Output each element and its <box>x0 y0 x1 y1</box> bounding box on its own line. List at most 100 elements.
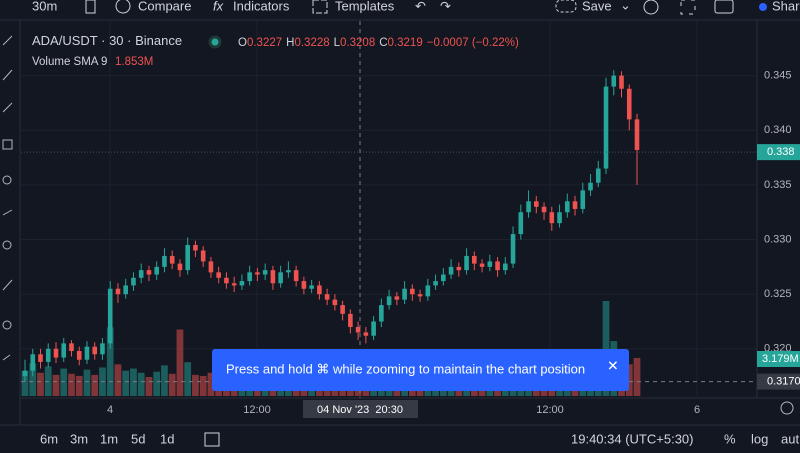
candle-body <box>503 263 508 271</box>
candle-icon[interactable] <box>85 0 96 14</box>
interval-button[interactable]: 30m <box>32 0 57 13</box>
candle-body <box>371 321 376 336</box>
scale-button[interactable]: log <box>751 431 768 446</box>
candle-body <box>293 270 299 282</box>
save-menu[interactable]: ⌄ <box>620 0 631 12</box>
date-range-icon <box>204 432 220 447</box>
range-button[interactable]: 6m <box>40 431 58 446</box>
last-price-label: 0.338 <box>767 146 795 158</box>
candle-body <box>123 285 129 295</box>
candle-body <box>526 201 531 213</box>
ohlc-label: O <box>238 37 247 49</box>
volume-bar <box>176 329 184 396</box>
candle-body <box>533 201 539 207</box>
volume-bar <box>137 372 145 396</box>
candle-body <box>262 270 268 275</box>
share-dot <box>759 3 767 11</box>
candle-body <box>185 245 190 271</box>
indicators-icon[interactable]: fx <box>213 0 224 13</box>
time-tick-label: 12:00 <box>243 404 271 416</box>
candle-body <box>255 272 260 275</box>
candle-body <box>417 294 423 297</box>
undo-button[interactable]: ↶ <box>415 0 426 13</box>
indicators-button[interactable]: Indicators <box>233 0 290 13</box>
volume-bar <box>207 372 215 396</box>
ohlc-change: −0.0007 (−0.22%) <box>427 37 519 49</box>
volume-bar <box>29 363 37 396</box>
volume-bar <box>153 371 161 396</box>
range-button[interactable]: 5d <box>131 431 145 446</box>
candle-body <box>448 266 454 275</box>
templates-icon[interactable] <box>312 0 328 14</box>
volume-bar <box>625 364 633 396</box>
redo-button[interactable]: ↷ <box>440 0 451 13</box>
price-tick-label: 0.325 <box>764 288 792 300</box>
scale-button[interactable]: % <box>724 431 736 446</box>
save-button[interactable]: Save <box>582 0 612 13</box>
volume-badge <box>757 351 800 367</box>
toast-close[interactable]: ✕ <box>607 358 619 374</box>
legend-symbol: 30 <box>109 33 123 48</box>
candle-body <box>107 288 113 344</box>
time-tick-label: 6 <box>694 404 700 416</box>
ohlc-label: H <box>286 37 294 49</box>
candle-body <box>394 296 400 300</box>
legend-symbol: Binance <box>135 33 182 48</box>
volume-bar <box>168 373 176 396</box>
candle-body <box>162 255 167 267</box>
snapshot-icon[interactable] <box>714 0 734 14</box>
templates-button[interactable]: Templates <box>335 0 395 13</box>
cloud-icon[interactable] <box>555 0 577 13</box>
candle-body <box>580 190 586 209</box>
price-tick-label: 0.345 <box>764 70 792 82</box>
candle-body <box>588 182 593 191</box>
compare-icon[interactable] <box>115 0 131 14</box>
volume-legend-label: Volume SMA 9 <box>32 56 107 68</box>
volume-bar <box>52 374 60 396</box>
volume-bar <box>60 368 68 396</box>
top-toolbar <box>0 0 800 20</box>
volume-bar <box>199 375 207 396</box>
volume-bar <box>106 327 114 396</box>
crosshair-price-label: 0.3170 <box>767 376 800 388</box>
candle-body <box>270 270 276 284</box>
candle-body <box>224 277 229 284</box>
candle-body <box>634 119 640 150</box>
candle-body <box>456 266 462 271</box>
candle-body <box>309 285 314 289</box>
candle-body <box>177 263 183 271</box>
candle-body <box>92 346 98 355</box>
range-button[interactable]: 3m <box>70 431 88 446</box>
ohlc-label: L <box>334 37 341 49</box>
scale-button[interactable]: aut <box>781 431 799 446</box>
volume-bar <box>37 372 44 396</box>
candle-body <box>479 263 485 267</box>
legend-symbol: ADA/USDT <box>32 33 98 48</box>
candle-body <box>425 285 431 297</box>
candle-body <box>278 272 283 284</box>
volume-bar <box>91 374 99 396</box>
candle-body <box>239 281 245 286</box>
fullscreen-icon[interactable] <box>680 0 696 15</box>
volume-bar <box>192 374 199 396</box>
candle-body <box>30 354 36 371</box>
candle-body <box>193 245 198 251</box>
candle-body <box>464 255 469 271</box>
candle-body <box>76 351 82 360</box>
candle-body <box>495 261 500 271</box>
volume-badge-label: 3.179M <box>762 353 799 365</box>
range-button[interactable]: 1d <box>160 431 174 446</box>
range-button[interactable]: 1m <box>100 431 118 446</box>
compare-button[interactable]: Compare <box>138 0 191 13</box>
legend-symbol-line: ADA/USDT · 30 · Binance <box>32 33 182 48</box>
toast <box>212 349 629 391</box>
share-button[interactable]: Shar <box>772 0 800 13</box>
candle-body <box>355 326 361 333</box>
volume-bar <box>75 375 83 396</box>
settings-icon[interactable] <box>643 0 659 15</box>
candle-body <box>572 201 578 209</box>
time-tick-label: 12:00 <box>536 404 564 416</box>
candle-body <box>472 255 477 264</box>
volume-bar <box>161 365 168 396</box>
